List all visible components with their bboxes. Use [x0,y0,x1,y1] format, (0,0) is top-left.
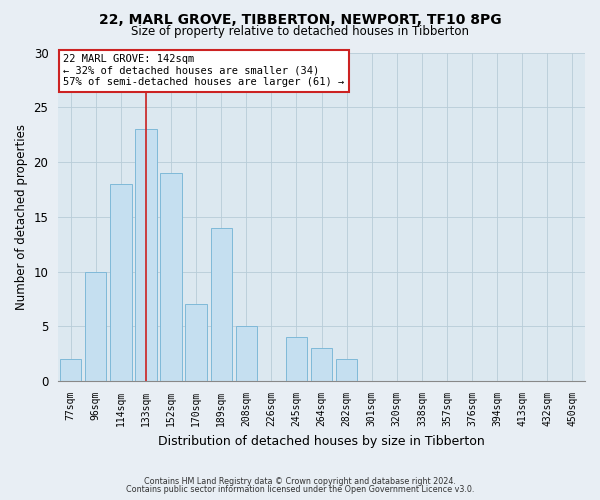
Bar [110,184,131,381]
Text: 22, MARL GROVE, TIBBERTON, NEWPORT, TF10 8PG: 22, MARL GROVE, TIBBERTON, NEWPORT, TF10… [98,12,502,26]
Bar [85,272,106,381]
Bar [135,129,157,381]
X-axis label: Distribution of detached houses by size in Tibberton: Distribution of detached houses by size … [158,434,485,448]
Bar [211,228,232,381]
Bar [60,360,82,381]
Bar [185,304,207,381]
Y-axis label: Number of detached properties: Number of detached properties [15,124,28,310]
Bar [336,360,358,381]
Bar [311,348,332,381]
Bar [160,173,182,381]
Bar [286,338,307,381]
Text: Size of property relative to detached houses in Tibberton: Size of property relative to detached ho… [131,25,469,38]
Text: Contains public sector information licensed under the Open Government Licence v3: Contains public sector information licen… [126,485,474,494]
Bar [236,326,257,381]
Text: 22 MARL GROVE: 142sqm
← 32% of detached houses are smaller (34)
57% of semi-deta: 22 MARL GROVE: 142sqm ← 32% of detached … [64,54,344,88]
Text: Contains HM Land Registry data © Crown copyright and database right 2024.: Contains HM Land Registry data © Crown c… [144,477,456,486]
